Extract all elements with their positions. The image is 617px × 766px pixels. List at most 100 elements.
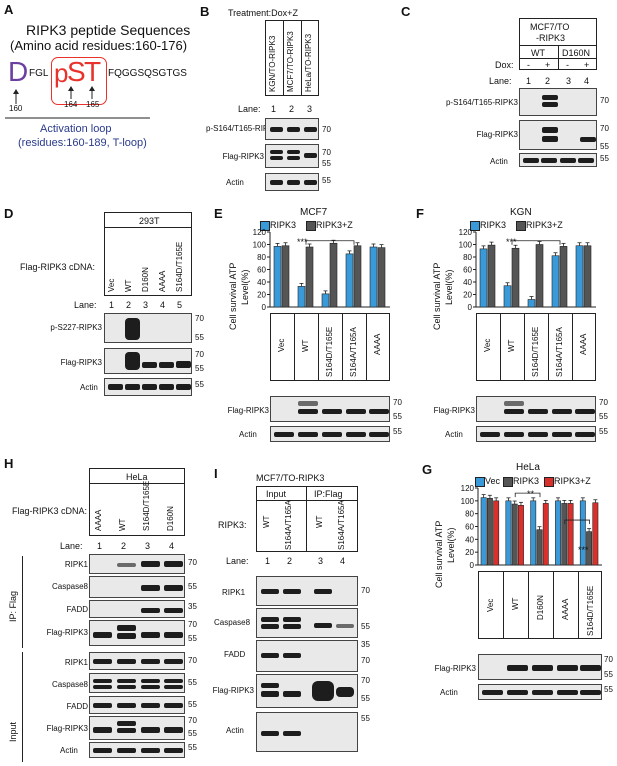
significance-bracket <box>564 519 591 525</box>
panel-f-ylabel-2: Level(%) <box>444 269 454 305</box>
y-tick-label: 100 <box>459 241 473 250</box>
significance-g-1: ** <box>527 489 535 499</box>
bar <box>511 247 520 308</box>
position-164: 164 <box>64 100 78 109</box>
blot-input-actin <box>89 742 185 758</box>
mw-marker: 55 <box>600 142 609 151</box>
panel-c-header-line1: MCF7/TO <box>530 22 570 32</box>
panel-i-header: MCF7/TO-RIPK3 <box>256 473 325 483</box>
cdna-label: Flag-RIPK3 cDNA: <box>12 506 88 516</box>
blot-actin <box>478 684 602 700</box>
col-s164d: S164D/T165E <box>325 326 334 377</box>
blot-flag-ripk3 <box>270 396 390 422</box>
col-s164d: S164D/T165E <box>175 241 184 292</box>
legend-vec: Vec <box>485 476 501 486</box>
lane-4: 4 <box>160 300 166 310</box>
panel-label-c: C <box>401 4 411 19</box>
residue-d: D <box>8 56 29 87</box>
mw-marker: 55 <box>393 427 402 436</box>
y-tick-label: 0 <box>468 303 473 310</box>
position-165: 165 <box>86 100 100 109</box>
mw-marker: 55 <box>188 729 197 738</box>
mw-marker: 70 <box>195 350 204 359</box>
bar <box>503 285 512 308</box>
chart-panel-f: 0 20 40 60 80 100 120 <box>459 228 596 310</box>
legend-ripk3-z: RIPK3+Z <box>554 476 591 486</box>
bar <box>542 503 549 566</box>
blot-p-ripk3 <box>519 88 597 116</box>
row-label: FADD <box>66 605 88 614</box>
blot-flag-ripk3 <box>256 674 358 708</box>
panel-label-g: G <box>422 462 433 477</box>
blot-fadd <box>256 640 358 672</box>
blot-ip-flag-ripk3 <box>89 620 185 646</box>
mw-marker: 55 <box>188 743 197 752</box>
blot-caspase8 <box>256 608 358 638</box>
lane-1: 1 <box>271 104 277 114</box>
y-tick-label: 100 <box>253 241 267 250</box>
col-d160n: D160N <box>141 267 150 292</box>
lane-3: 3 <box>145 541 151 551</box>
mw-marker: 70 <box>188 620 197 629</box>
col-d160n: D160N <box>166 506 175 531</box>
legend-swatch-ripk3 <box>503 477 513 487</box>
blot-flag-ripk3 <box>265 144 319 168</box>
panel-label-i: I <box>214 466 218 481</box>
bar <box>329 242 338 308</box>
bar <box>486 497 493 566</box>
bar <box>586 531 593 566</box>
bar <box>579 500 586 566</box>
chart-panel-e: 0 20 40 60 80 100 120 <box>253 228 390 310</box>
ip-flag-label: IP: Flag <box>8 590 18 622</box>
mw-marker: 70 <box>188 558 197 567</box>
bar <box>561 503 568 566</box>
blot-flag-ripk3 <box>476 396 596 422</box>
panel-label-f: F <box>416 206 424 221</box>
col-s164a: S164A/T165A <box>555 327 564 377</box>
legend-swatch-ripk3-z <box>516 221 526 231</box>
input-label: Input <box>8 721 18 742</box>
row-label: Caspase8 <box>214 618 251 627</box>
row-label: Flag-RIPK3 <box>434 664 476 673</box>
lane-4: 4 <box>584 76 590 86</box>
mw-marker: 35 <box>361 640 370 649</box>
bar <box>575 245 584 308</box>
mw-marker: 55 <box>599 427 608 436</box>
panel-g-cell: HeLa <box>516 462 540 473</box>
panel-e-ylabel-1: Cell survival ATP <box>228 262 238 330</box>
group-input: Input <box>266 489 287 499</box>
col-wt: WT <box>507 339 516 352</box>
row-label: p-S227-RIPK3 <box>50 323 102 332</box>
bar <box>527 299 536 308</box>
significance-f: *** <box>506 237 517 247</box>
row-label: Actin <box>490 157 508 166</box>
row-label: Flag-RIPK3 <box>227 406 269 415</box>
legend-ripk3: RIPK3 <box>270 220 297 230</box>
row-label: Flag-RIPK3 <box>212 686 254 695</box>
panel-d-cell: 293T <box>139 216 160 226</box>
col-hela: HeLa/TO-RIPK3 <box>304 33 313 92</box>
mw-marker: 70 <box>361 656 370 665</box>
cdna-label: Flag-RIPK3 cDNA: <box>20 262 96 272</box>
mw-marker: 55 <box>604 685 613 694</box>
panel-b-treatment: Treatment:Dox+Z <box>228 8 298 18</box>
activation-loop-label: Activation loop <box>40 123 112 135</box>
row-label: Actin <box>80 383 98 392</box>
y-tick-label: 80 <box>463 253 472 262</box>
blot-actin <box>519 153 597 167</box>
blot-actin <box>256 712 358 752</box>
lane-label: Lane: <box>74 300 97 310</box>
row-label: p-S164/T165-RIPK3 <box>445 98 518 107</box>
col-aaaa: AAAA <box>158 270 167 292</box>
row-label: p-S164/T165-RIPK3 <box>206 124 279 133</box>
col-ip-wt: WT <box>315 515 324 528</box>
dox-1: - <box>527 60 530 70</box>
panel-f-cond-box <box>476 313 596 381</box>
lane-3: 3 <box>566 76 572 86</box>
mw-marker: 70 <box>599 398 608 407</box>
row-label: Flag-RIPK3 <box>433 406 475 415</box>
significance-e: *** <box>297 237 308 247</box>
lane-1: 1 <box>97 541 103 551</box>
bar <box>353 245 362 308</box>
row-label: RIPK1 <box>222 588 246 597</box>
